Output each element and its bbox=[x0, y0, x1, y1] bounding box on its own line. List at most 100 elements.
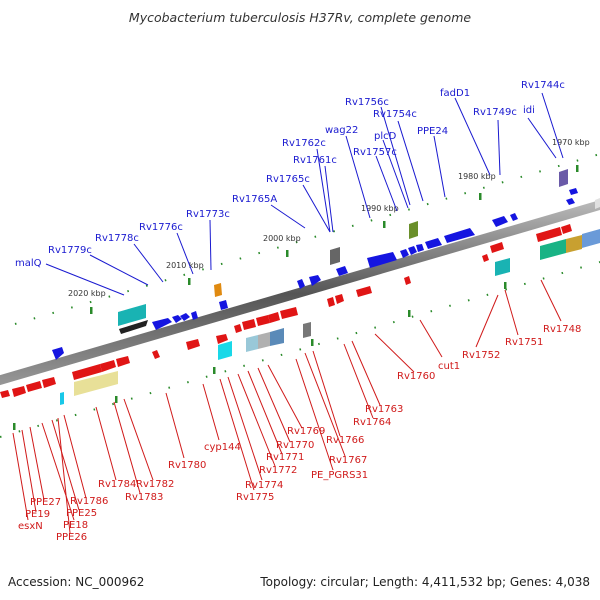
gene-block bbox=[559, 169, 568, 187]
forward-gene bbox=[408, 246, 417, 255]
tick-mark bbox=[13, 423, 16, 430]
gene-label-Rv1779c: Rv1779c bbox=[48, 245, 92, 256]
tick-mark bbox=[213, 367, 216, 374]
gene-label-PE19: PE19 bbox=[25, 509, 50, 520]
tick-label: 2000 kbp bbox=[263, 234, 301, 243]
forward-genes bbox=[52, 188, 578, 360]
gene-label-esxN: esxN bbox=[18, 521, 43, 532]
reverse-gene bbox=[536, 227, 562, 242]
dotted-track-outer-forward bbox=[14, 153, 600, 325]
forward-gene bbox=[566, 198, 575, 205]
gene-label-Rv1776c: Rv1776c bbox=[139, 222, 183, 233]
gene-label-PPE24: PPE24 bbox=[417, 126, 448, 137]
gene-label-Rv1782: Rv1782 bbox=[136, 479, 174, 490]
reverse-gene bbox=[72, 364, 102, 380]
gene-label-Rv1760: Rv1760 bbox=[397, 371, 435, 382]
forward-gene bbox=[492, 216, 508, 227]
tick-mark bbox=[286, 250, 289, 257]
genome-summary-text: Topology: circular; Length: 4,411,532 bp… bbox=[260, 575, 590, 589]
gene-label-PE18: PE18 bbox=[63, 520, 88, 531]
gene-block bbox=[246, 335, 258, 352]
gene-label-Rv1780: Rv1780 bbox=[168, 460, 206, 471]
reverse-gene bbox=[335, 294, 344, 304]
reverse-gene bbox=[234, 324, 242, 333]
tick-mark bbox=[188, 278, 191, 285]
gene-label-malQ: malQ bbox=[15, 258, 42, 269]
map-title: Mycobacterium tuberculosis H37Rv, comple… bbox=[128, 10, 472, 25]
forward-gene bbox=[400, 249, 409, 258]
reverse-colored-blocks bbox=[60, 229, 600, 405]
forward-gene bbox=[444, 228, 475, 243]
gene-label-Rv1761c: Rv1761c bbox=[293, 155, 337, 166]
tick-label: 2010 kbp bbox=[166, 261, 204, 270]
reverse-gene bbox=[0, 390, 10, 398]
gene-label-Rv1751: Rv1751 bbox=[505, 337, 543, 348]
forward-gene bbox=[119, 320, 148, 334]
gene-label-Rv1762c: Rv1762c bbox=[282, 138, 326, 149]
gene-label-Rv1783: Rv1783 bbox=[125, 492, 163, 503]
forward-colored-blocks bbox=[118, 169, 600, 326]
gene-block bbox=[330, 247, 340, 265]
gene-label-PPE26: PPE26 bbox=[56, 532, 87, 543]
gene-label-Rv1766: Rv1766 bbox=[326, 435, 364, 446]
genome-backbone bbox=[0, 200, 600, 386]
gene-block bbox=[118, 304, 146, 326]
tick-labels: 2020 kbp 2010 kbp 2000 kbp 1990 kbp 1980… bbox=[68, 138, 590, 298]
forward-labels: malQ Rv1779c Rv1778c Rv1776c Rv1773c Rv1… bbox=[15, 80, 565, 269]
gene-label-Rv1765A: Rv1765A bbox=[232, 194, 277, 205]
gene-label-Rv1778c: Rv1778c bbox=[95, 233, 139, 244]
tick-mark bbox=[576, 165, 579, 172]
reverse-gene bbox=[100, 360, 116, 372]
reverse-gene bbox=[280, 307, 298, 319]
reverse-gene bbox=[482, 254, 489, 262]
forward-gene bbox=[152, 318, 172, 330]
reverse-gene bbox=[12, 386, 26, 397]
gene-label-wag22: wag22 bbox=[325, 125, 358, 136]
gene-block bbox=[540, 239, 566, 260]
gene-label-fadD1: fadD1 bbox=[440, 88, 470, 99]
forward-gene bbox=[52, 347, 64, 360]
reverse-gene bbox=[561, 224, 572, 234]
gene-label-Rv1744c: Rv1744c bbox=[521, 80, 565, 91]
reverse-gene bbox=[268, 312, 280, 323]
gene-label-Rv1754c: Rv1754c bbox=[373, 109, 417, 120]
forward-gene bbox=[569, 188, 578, 195]
tick-mark bbox=[311, 339, 314, 346]
forward-gene bbox=[180, 313, 190, 321]
tick-mark bbox=[90, 307, 93, 314]
gene-label-Rv1773c: Rv1773c bbox=[186, 209, 230, 220]
gene-label-Rv1765c: Rv1765c bbox=[266, 174, 310, 185]
gene-block bbox=[566, 235, 582, 253]
tick-mark bbox=[383, 221, 386, 228]
gene-label-Rv1757c: Rv1757c bbox=[353, 147, 397, 158]
gene-label-idi: idi bbox=[523, 105, 535, 116]
gene-block bbox=[218, 341, 232, 360]
tick-label: 1980 kbp bbox=[458, 172, 496, 181]
forward-gene bbox=[425, 238, 442, 249]
reverse-gene bbox=[490, 242, 504, 253]
gene-label-Rv1772: Rv1772 bbox=[259, 465, 297, 476]
tick-mark bbox=[504, 282, 507, 289]
gene-label-plcD: plcD bbox=[374, 131, 397, 142]
tick-label: 1990 kbp bbox=[361, 204, 399, 213]
gene-label-Rv1767: Rv1767 bbox=[329, 455, 367, 466]
gene-label-cyp144: cyp144 bbox=[204, 442, 241, 453]
gene-label-Rv1764: Rv1764 bbox=[353, 417, 391, 428]
gene-label-PPE25: PPE25 bbox=[66, 508, 97, 519]
reverse-labels: esxN PE19 PPE27 PE18 PPE25 PPE26 Rv1786 … bbox=[18, 324, 581, 543]
forward-gene bbox=[219, 300, 228, 310]
gene-label-Rv1748: Rv1748 bbox=[543, 324, 581, 335]
reverse-genes bbox=[0, 224, 572, 398]
gene-label-Rv1771: Rv1771 bbox=[266, 452, 304, 463]
reverse-gene bbox=[327, 297, 335, 307]
ticks bbox=[13, 165, 579, 430]
reverse-gene bbox=[152, 350, 160, 359]
forward-gene bbox=[336, 266, 348, 276]
reverse-gene bbox=[256, 315, 270, 326]
gene-block bbox=[582, 229, 600, 248]
gene-block bbox=[214, 283, 222, 297]
reverse-gene bbox=[26, 381, 42, 392]
gene-block bbox=[409, 221, 418, 239]
dotted-track-outer-reverse bbox=[0, 261, 600, 438]
reverse-gene bbox=[216, 334, 228, 344]
